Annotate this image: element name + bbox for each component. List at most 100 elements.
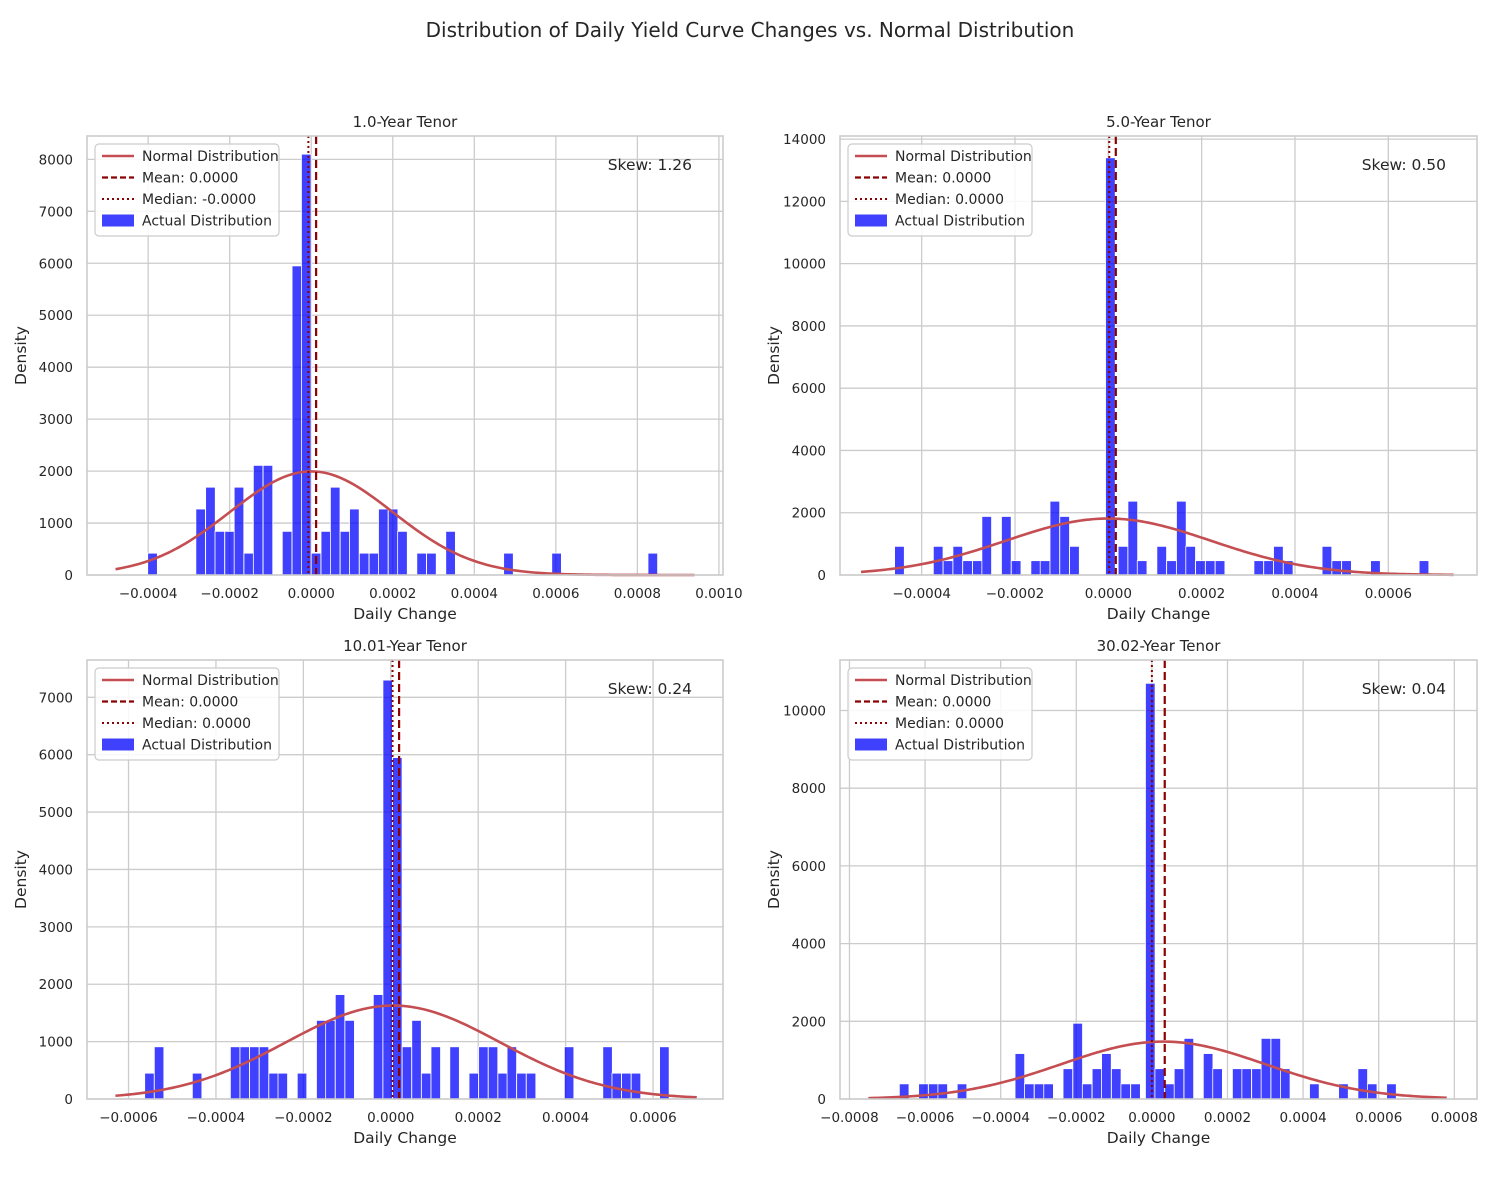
y-tick-label: 1000 (39, 1035, 73, 1051)
histogram-bar (329, 486, 341, 576)
histogram-bar (611, 1072, 622, 1100)
x-tick-label: 0.0004 (451, 586, 498, 602)
histogram-bar (358, 552, 370, 576)
histogram-bar (252, 464, 264, 576)
histogram-bar (525, 1072, 537, 1100)
histogram-bar (378, 508, 389, 576)
histogram-bar (1386, 1083, 1397, 1100)
histogram-bar (1043, 1083, 1054, 1100)
histogram-bar (1251, 1068, 1262, 1100)
histogram-bar (1010, 560, 1022, 576)
histogram-bar (325, 1019, 336, 1100)
histogram-bar (1309, 1083, 1320, 1100)
histogram-bar (191, 1072, 203, 1100)
histogram-bar (1164, 1083, 1175, 1100)
legend-actual-label: Actual Distribution (142, 738, 272, 754)
y-tick-label: 0 (64, 1092, 73, 1108)
x-tick-label: 0.0004 (1271, 586, 1318, 602)
x-tick-label: −0.0004 (187, 1110, 246, 1126)
histogram-bar (621, 1072, 632, 1100)
histogram-bar (316, 1019, 327, 1100)
axes-frame (839, 659, 1478, 1100)
skew-annotation: Skew: 0.50 (1362, 156, 1446, 174)
x-tick-label: 0.0006 (1365, 586, 1412, 602)
histogram-bar (487, 1046, 499, 1100)
histogram-bar (224, 530, 235, 576)
subplot-3: −0.0006 −0.0004 −0.0002 0.0000 0.0002 0.0004 0… (12, 637, 724, 1147)
x-tick-label: 0.0006 (532, 586, 579, 602)
histogram-bar (281, 530, 293, 576)
histogram-bar (372, 994, 384, 1100)
y-tick-label: 6000 (39, 256, 73, 272)
histogram-bar (506, 1046, 517, 1100)
histogram-bar (1101, 1053, 1112, 1100)
histogram-bar (1214, 560, 1226, 576)
histogram-bar (659, 1046, 670, 1100)
subplot-title: 30.02-Year Tenor (1097, 637, 1222, 655)
legend-mean-label: Mean: 0.0000 (895, 695, 991, 711)
axes-frame (86, 659, 724, 1100)
histogram-bar (411, 1019, 422, 1100)
x-tick-label: −0.0002 (274, 1110, 333, 1126)
histogram-bar (602, 1046, 613, 1100)
x-axis-label: Daily Change (1107, 605, 1211, 623)
legend: Normal Distribution Mean: 0.0000 Median: 0… (94, 667, 280, 761)
legend-median-label: Median: 0.0000 (895, 192, 1004, 208)
histogram-bar (942, 560, 954, 576)
histogram-bar (416, 552, 427, 576)
histogram-bar (1263, 560, 1274, 576)
y-tick-label: 7000 (39, 204, 73, 220)
y-tick-label: 1000 (39, 516, 73, 532)
histogram-bar (291, 265, 303, 576)
legend: Normal Distribution Mean: 0.0000 Median: 0… (847, 143, 1033, 237)
y-axis-label: Density (12, 326, 30, 385)
y-tick-label: 8000 (792, 319, 826, 335)
y-tick-label: 6000 (39, 748, 73, 764)
normal-distribution-curve (860, 517, 1454, 577)
legend-median-label: Median: 0.0000 (895, 716, 1004, 732)
y-tick-label: 3000 (39, 412, 73, 428)
histogram-bar (478, 1046, 489, 1100)
x-tick-label: 0.0002 (455, 1110, 502, 1126)
subplot-1: −0.0004 −0.0002 0.0000 0.0002 0.0004 0.0006 0.… (12, 113, 743, 623)
skew-annotation: Skew: 0.24 (608, 680, 692, 698)
x-tick-label: 0.0008 (1431, 1110, 1478, 1126)
histogram-bar (349, 508, 360, 576)
y-axis-label: Density (12, 850, 30, 909)
x-tick-label: 0.0004 (1279, 1110, 1326, 1126)
y-tick-label: 2000 (792, 506, 826, 522)
histogram-bar (497, 1072, 508, 1100)
x-tick-label: 0.0000 (367, 1110, 414, 1126)
legend-normal-label: Normal Distribution (142, 149, 279, 165)
x-tick-label: 0.0000 (1128, 1110, 1175, 1126)
y-tick-label: 4000 (792, 443, 826, 459)
histogram-bar (928, 1083, 939, 1100)
histogram-bar (1130, 1083, 1141, 1100)
x-tick-label: 0.0002 (1204, 1110, 1251, 1126)
y-tick-label: 0 (817, 568, 826, 584)
y-tick-label: 4000 (39, 862, 73, 878)
histogram-bar (195, 508, 206, 576)
histogram-bar (1039, 560, 1051, 576)
histogram-bar (301, 153, 312, 576)
histogram-bar (229, 1046, 241, 1100)
histogram-bar (1091, 1068, 1103, 1100)
x-tick-label: −0.0004 (971, 1110, 1030, 1126)
histogram-bar (334, 994, 346, 1100)
x-axis-label: Daily Change (1107, 1129, 1211, 1147)
histogram-bar (420, 1072, 432, 1100)
normal-distribution-curve (868, 1040, 1447, 1100)
histogram-bar (937, 1083, 948, 1100)
histogram-bar (1117, 545, 1129, 576)
histogram-bar (1145, 682, 1156, 1100)
subplot-title: 1.0-Year Tenor (353, 113, 459, 131)
normal-distribution-curve (115, 1004, 697, 1099)
y-tick-label: 8000 (39, 152, 73, 168)
skew-annotation: Skew: 0.04 (1362, 680, 1446, 698)
legend-actual-label: Actual Distribution (895, 214, 1025, 230)
histogram-bar (1418, 560, 1430, 576)
legend-normal-label: Normal Distribution (895, 149, 1032, 165)
x-tick-label: −0.0002 (200, 586, 259, 602)
legend-mean-label: Mean: 0.0000 (142, 695, 238, 711)
